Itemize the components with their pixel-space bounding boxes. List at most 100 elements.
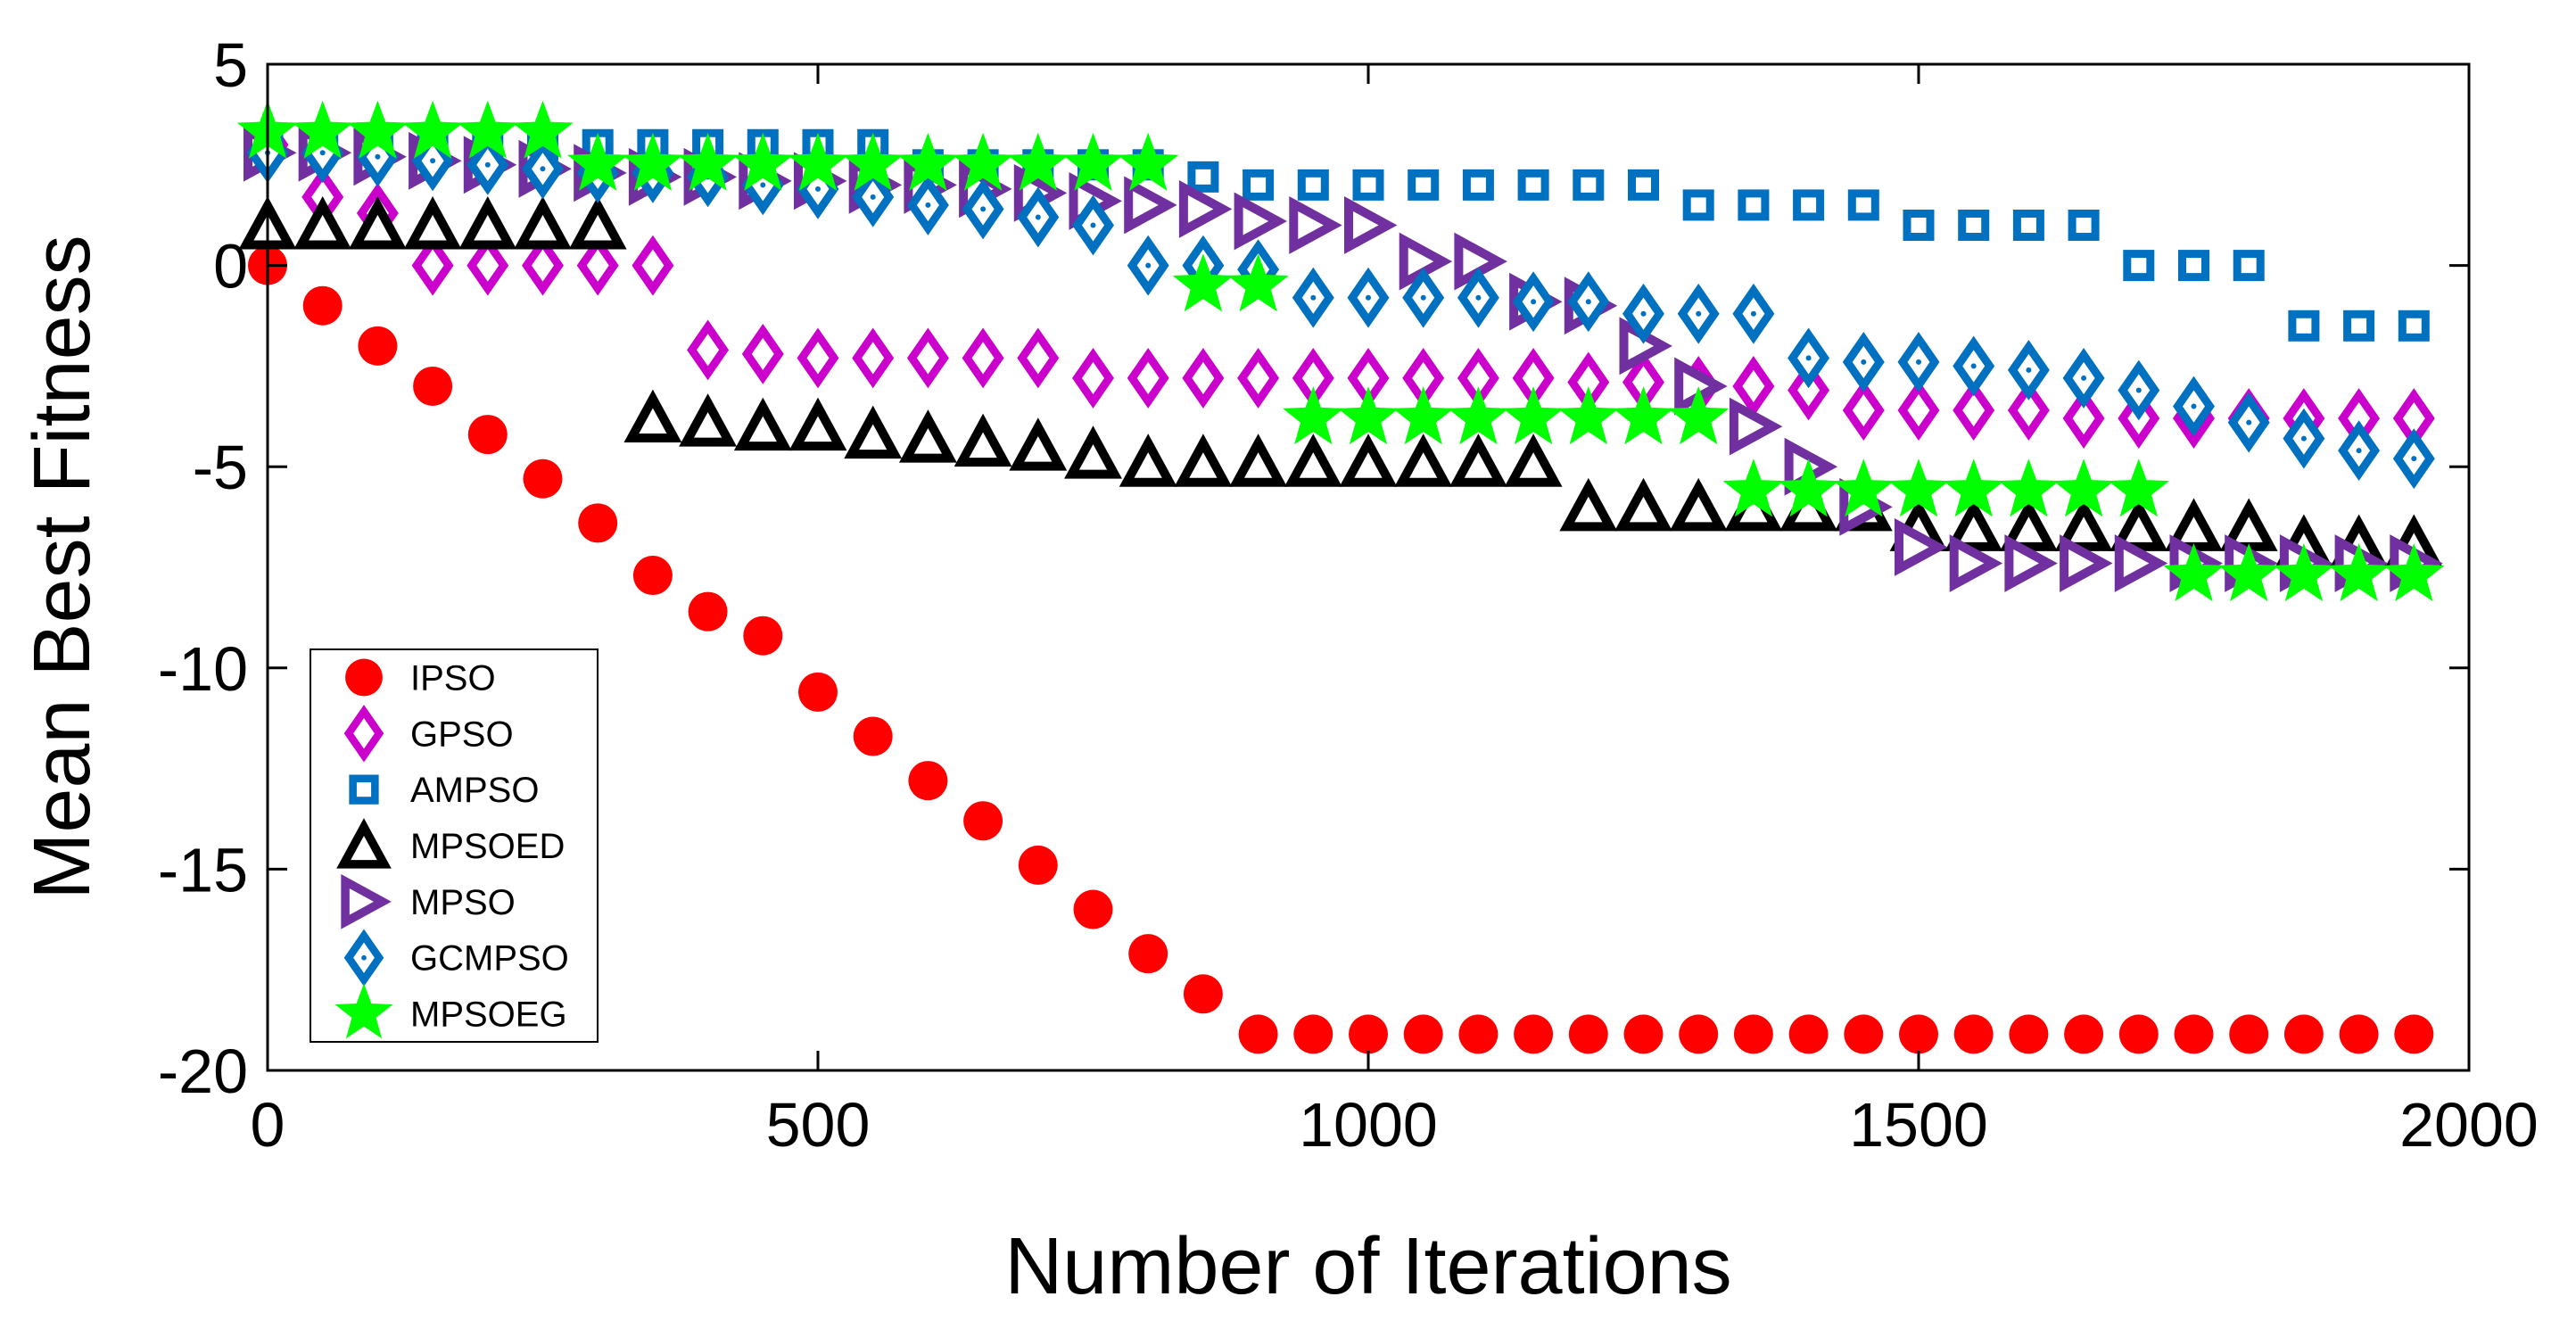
point-gpso-4 [466, 235, 509, 296]
point-mpsoed-4 [458, 196, 517, 250]
x-tick-label-500: 500 [766, 1090, 871, 1160]
point-gcmpso-15 [1072, 194, 1114, 256]
point-gpso-27 [1732, 356, 1775, 417]
point-mpsoed-17 [1174, 434, 1233, 487]
point-mpsoeg-10 [787, 132, 849, 191]
point-ipso-1 [302, 285, 343, 326]
legend-marker-ipso [345, 658, 383, 697]
point-gpso-30 [1897, 380, 1940, 441]
point-mpsoeg-27 [1722, 458, 1785, 517]
point-mpso-33 [2060, 534, 2113, 592]
point-ampso-23 [1517, 169, 1549, 201]
x-tick-label-2000: 2000 [2399, 1090, 2539, 1160]
point-mpsoeg-29 [1833, 458, 1895, 517]
point-ipso-5 [523, 458, 563, 499]
legend-marker-mpsoeg [334, 983, 393, 1039]
point-gcmpso-37 [2283, 408, 2325, 469]
point-ipso-38 [2339, 1014, 2379, 1054]
point-ampso-18 [1243, 169, 1275, 201]
point-ampso-38 [2343, 310, 2375, 342]
point-ampso-39 [2398, 310, 2430, 342]
point-ipso-4 [467, 415, 508, 455]
point-mpsoeg-6 [567, 132, 629, 191]
point-mpsoeg-37 [2273, 543, 2335, 602]
point-gcmpso-19 [1292, 267, 1334, 328]
point-gcmpso-21 [1402, 267, 1445, 328]
point-gpso-31 [1953, 380, 1995, 441]
point-gcmpso-14 [1017, 186, 1060, 248]
point-ampso-34 [2123, 250, 2155, 282]
point-gpso-17 [1182, 348, 1225, 409]
point-ipso-31 [1953, 1014, 1994, 1054]
point-ipso-14 [1018, 845, 1058, 885]
point-mpsoed-8 [679, 393, 738, 447]
point-gcmpso-16 [1127, 235, 1169, 296]
point-ipso-8 [688, 591, 728, 632]
point-gcmpso-22 [1457, 267, 1499, 328]
point-mpsoeg-5 [512, 100, 574, 159]
point-mpso-31 [1949, 534, 2003, 592]
x-tick-label-1500: 1500 [1849, 1090, 1988, 1160]
point-gcmpso-27 [1732, 283, 1775, 344]
point-mpsoed-3 [403, 196, 462, 250]
point-mpso-20 [1344, 196, 1398, 254]
point-mpso-17 [1178, 180, 1233, 238]
point-mpsoed-10 [788, 397, 847, 451]
axis-ticks: 0 500 1000 1500 2000 5 0 -5 -10 -15 -20 [158, 30, 2539, 1160]
point-ampso-36 [2233, 250, 2265, 282]
point-mpsoeg-33 [2052, 458, 2115, 517]
point-mpsoeg-11 [842, 132, 904, 191]
point-ampso-20 [1352, 169, 1384, 201]
point-mpsoeg-20 [1337, 386, 1399, 445]
point-mpsoeg-30 [1887, 458, 1950, 517]
point-mpsoeg-16 [1118, 132, 1179, 191]
point-mpsoed-22 [1449, 434, 1507, 487]
point-ampso-24 [1573, 169, 1605, 201]
point-gpso-28 [1788, 359, 1830, 421]
point-mpsoeg-2 [347, 100, 409, 159]
point-ampso-27 [1738, 189, 1770, 221]
point-mpsoeg-14 [1007, 132, 1069, 191]
legend-marker-mpso [341, 874, 392, 929]
point-gpso-18 [1237, 348, 1280, 409]
point-mpsoeg-3 [401, 100, 464, 159]
point-gcmpso-12 [906, 175, 949, 235]
point-mpso-27 [1729, 397, 1783, 456]
point-mpso-34 [2114, 534, 2168, 592]
point-mpsoed-25 [1614, 477, 1672, 532]
point-ipso-25 [1623, 1014, 1664, 1054]
point-mpsoeg-35 [2163, 543, 2225, 602]
point-ipso-17 [1183, 974, 1223, 1014]
point-ampso-35 [2178, 250, 2209, 282]
point-mpsoeg-18 [1227, 253, 1289, 312]
point-ipso-20 [1349, 1014, 1388, 1054]
point-gpso-14 [1017, 327, 1060, 389]
legend-label-mpso: MPSO [410, 883, 516, 922]
point-ipso-33 [2064, 1014, 2104, 1054]
legend-label-gcmpso: GCMPSO [410, 939, 569, 979]
legend: IPSO GPSO AMPSO MPSOED MPSO GCMPSO MPSOEG [310, 648, 599, 1043]
series-mpsoeg [236, 100, 2445, 602]
point-gpso-5 [522, 235, 564, 296]
point-mpsoed-7 [623, 389, 682, 443]
point-ipso-21 [1403, 1014, 1443, 1054]
point-ipso-36 [2229, 1014, 2269, 1054]
point-mpsoed-26 [1669, 477, 1728, 532]
point-ipso-3 [413, 366, 453, 406]
point-ipso-30 [1899, 1014, 1938, 1054]
point-mpsoed-1 [293, 196, 352, 250]
point-ipso-39 [2394, 1014, 2434, 1054]
point-ipso-12 [908, 761, 948, 801]
point-mpsoeg-12 [897, 132, 959, 191]
point-mpso-32 [2004, 534, 2058, 592]
point-gpso-33 [2062, 388, 2105, 449]
point-mpso-16 [1124, 176, 1177, 235]
point-ipso-15 [1073, 889, 1113, 929]
point-mpsoed-33 [2054, 498, 2113, 551]
point-gcmpso-35 [2173, 376, 2215, 437]
point-mpsoeg-38 [2328, 543, 2390, 602]
legend-label-mpsoed: MPSOED [410, 827, 565, 866]
y-tick-label--15: -15 [158, 835, 248, 904]
point-ampso-33 [2068, 209, 2100, 241]
